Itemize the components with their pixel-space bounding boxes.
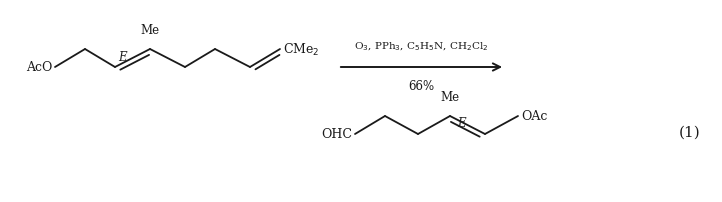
Text: OHC: OHC: [321, 128, 352, 141]
Text: O$_3$, PPh$_3$, C$_5$H$_5$N, CH$_2$Cl$_2$: O$_3$, PPh$_3$, C$_5$H$_5$N, CH$_2$Cl$_2…: [355, 40, 489, 53]
Text: OAc: OAc: [521, 110, 547, 123]
Text: CMe$_2$: CMe$_2$: [283, 42, 320, 58]
Text: Me: Me: [440, 90, 460, 103]
Text: E: E: [457, 117, 466, 130]
Text: Me: Me: [141, 24, 160, 37]
Text: 66%: 66%: [409, 80, 435, 93]
Text: E: E: [118, 51, 127, 64]
Text: AcO: AcO: [25, 61, 52, 74]
Text: (1): (1): [679, 125, 701, 139]
